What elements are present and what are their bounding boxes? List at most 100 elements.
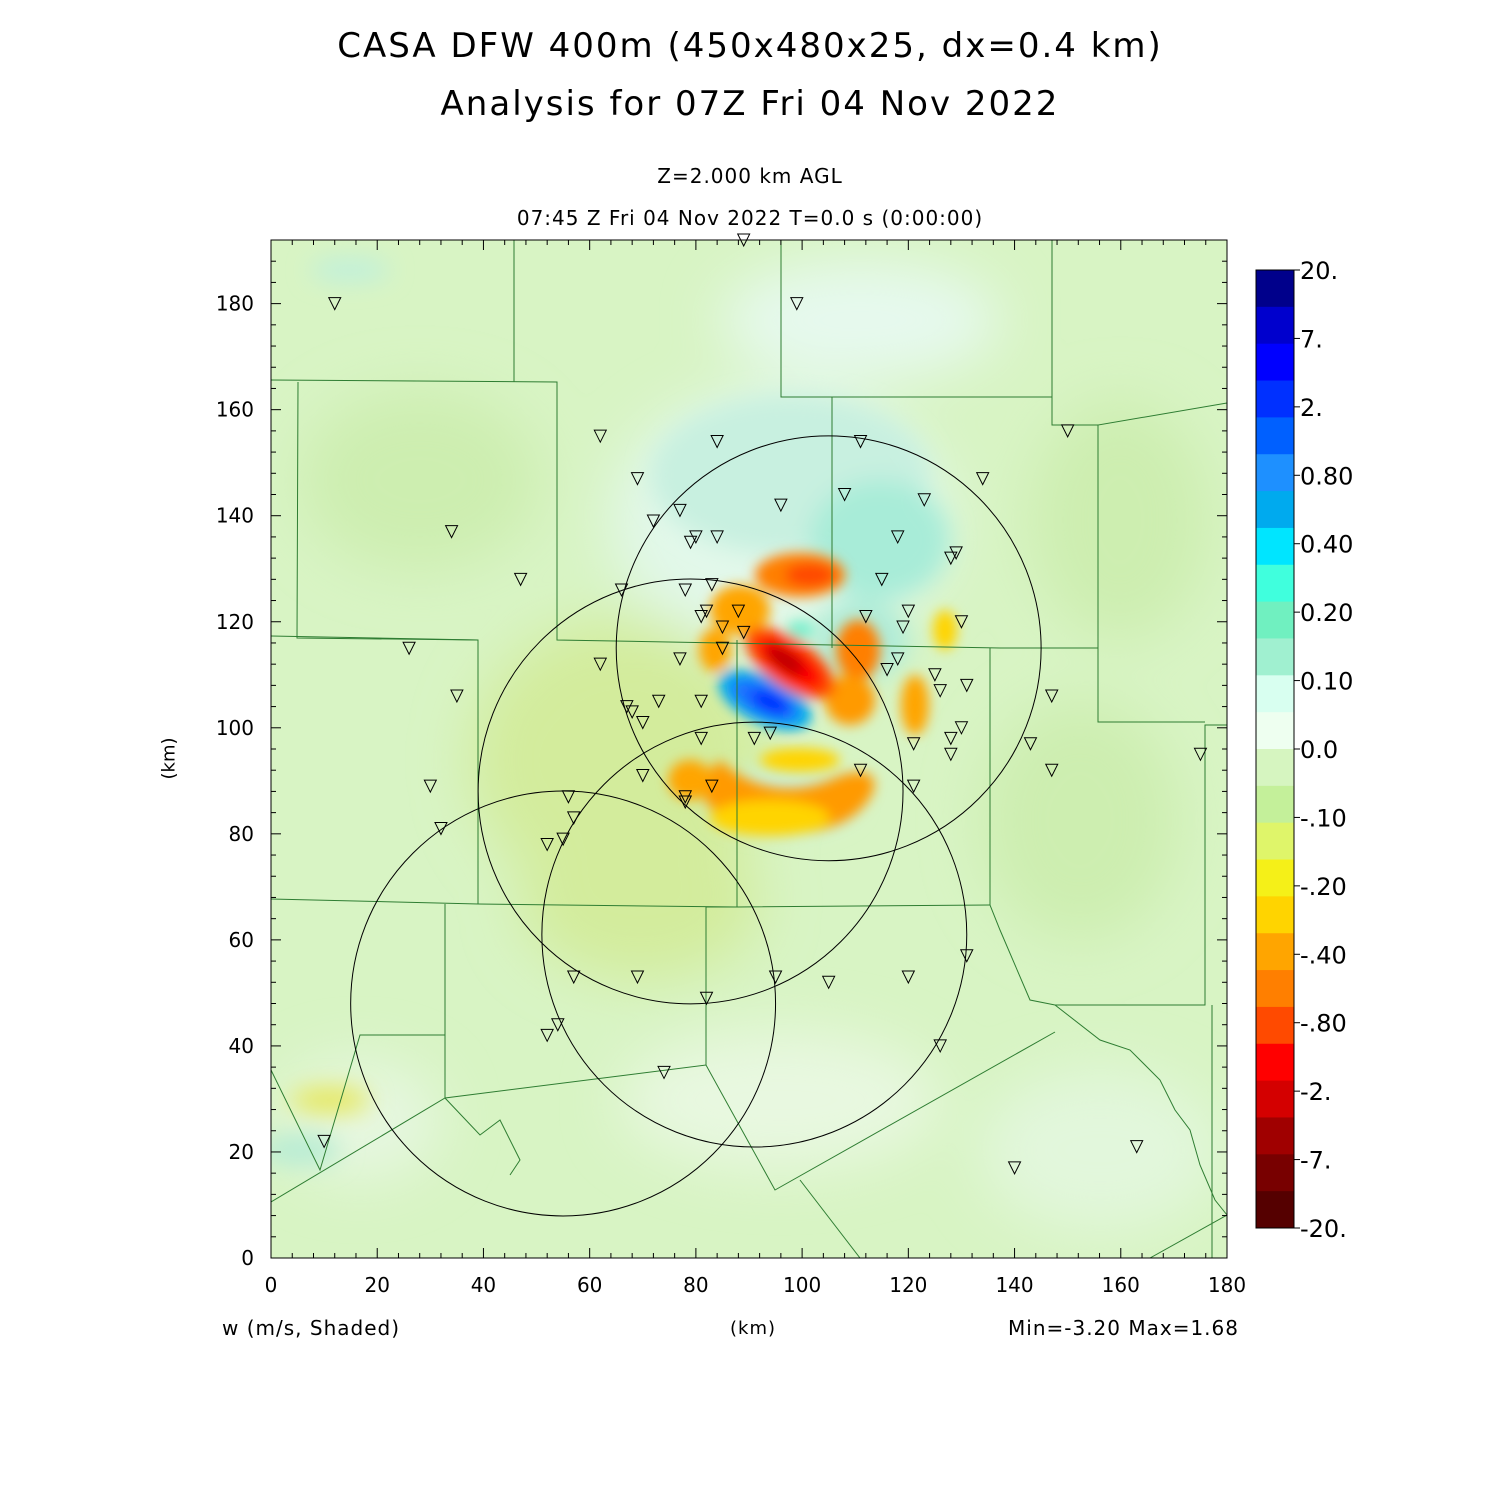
station-marker — [917, 493, 932, 507]
station-marker — [1044, 763, 1059, 778]
station-marker — [710, 434, 724, 449]
station-marker — [1007, 1161, 1022, 1175]
station-marker — [933, 1039, 948, 1054]
station-marker — [450, 689, 464, 704]
station-marker — [774, 498, 788, 513]
x-tick-label: 0 — [265, 1273, 278, 1297]
colorbar-swatch — [1256, 491, 1294, 529]
station-marker — [689, 530, 703, 545]
colorbar-swatch — [1256, 1191, 1294, 1229]
valid-time-label: 07:45 Z Fri 04 Nov 2022 T=0.0 s (0:00:00… — [516, 206, 984, 230]
colorbar-swatch — [1256, 1117, 1294, 1155]
station-marker — [635, 715, 650, 730]
colorbar-swatch — [1256, 380, 1294, 418]
colorbar-swatch — [1256, 343, 1294, 382]
station-marker — [556, 832, 570, 847]
colorbar-swatch — [1256, 712, 1294, 750]
colorbar-swatch — [1256, 1006, 1294, 1045]
station-marker — [614, 583, 629, 598]
station-marker — [768, 970, 783, 985]
variable-label: w (m/s, Shaded) — [222, 1316, 400, 1340]
station-marker — [710, 530, 724, 545]
colorbar-label: -.40 — [1300, 941, 1347, 969]
station-marker — [944, 551, 958, 566]
colorbar-swatch — [1256, 270, 1294, 308]
colorbar-swatch — [1256, 1080, 1294, 1118]
station-marker — [853, 434, 868, 449]
y-tick-label: 60 — [229, 928, 254, 952]
colorbar-label: -.10 — [1300, 804, 1347, 832]
station-marker — [630, 970, 645, 985]
station-marker — [975, 472, 990, 486]
station-markers — [317, 233, 1208, 1175]
station-marker — [896, 620, 910, 635]
station-marker — [715, 620, 730, 635]
colorbar-label: -7. — [1300, 1147, 1332, 1175]
radar-range-ring — [541, 721, 968, 1148]
colorbar-label: 0.0 — [1300, 736, 1338, 764]
station-marker — [1044, 689, 1059, 704]
x-tick-label: 40 — [471, 1273, 496, 1297]
station-marker — [694, 694, 709, 709]
colorbar-swatch — [1256, 638, 1294, 676]
colorbar-swatch — [1256, 454, 1294, 492]
colorbar-swatch — [1256, 417, 1294, 455]
station-marker — [678, 790, 693, 804]
station-marker — [699, 604, 714, 619]
colorbar-label: 0.10 — [1300, 668, 1353, 696]
colorbar-swatch — [1256, 896, 1294, 934]
level-label: Z=2.000 km AGL — [657, 164, 843, 188]
station-marker — [901, 604, 916, 619]
colorbar-label: 7. — [1300, 325, 1323, 353]
colorbar-swatch — [1256, 749, 1294, 787]
x-tick-label: 140 — [995, 1273, 1033, 1297]
station-marker — [705, 578, 719, 592]
colorbar-swatch — [1256, 527, 1294, 566]
station-marker — [959, 678, 974, 693]
colorbar-label: 20. — [1300, 257, 1338, 285]
colorbar-swatch — [1256, 822, 1294, 861]
y-tick-label: 0 — [241, 1246, 254, 1270]
station-marker — [646, 514, 661, 529]
station-marker — [513, 572, 528, 587]
x-axis-label: (km) — [730, 1318, 777, 1339]
station-marker — [1023, 737, 1038, 751]
colorbar-label: -20. — [1300, 1215, 1347, 1243]
station-marker — [540, 837, 554, 852]
colorbar-swatch — [1256, 675, 1294, 713]
station-marker — [821, 975, 836, 990]
colorbar-swatch — [1256, 859, 1294, 897]
station-marker — [906, 779, 921, 794]
station-marker — [715, 641, 730, 656]
station-marker — [444, 525, 459, 539]
station-marker — [651, 694, 666, 709]
axis-ticks: 0 20 40 60 80 100 120 140 160 180 0 20 40 60 80 100 120 1… — [216, 239, 1246, 1297]
station-marker — [731, 604, 746, 619]
station-marker — [853, 763, 868, 778]
station-marker — [561, 790, 576, 804]
chart-title: CASA DFW 400m (450x480x25, dx=0.4 km) — [337, 26, 1163, 66]
colorbar-label: -.80 — [1300, 1010, 1347, 1038]
colorbar-label: 0.80 — [1300, 462, 1353, 490]
x-tick-label: 100 — [783, 1273, 821, 1297]
station-marker — [949, 546, 963, 560]
station-marker — [890, 530, 905, 545]
station-marker — [959, 949, 974, 963]
station-marker — [317, 1134, 331, 1149]
station-marker — [657, 1065, 671, 1080]
colorbar-label: -.20 — [1300, 873, 1347, 901]
colorbar-swatch — [1256, 1043, 1294, 1082]
colorbar: 20. 7. 2. 0.80 0.40 0.20 0.10 0.0 -.10 -.20 -.40 -.… — [1255, 257, 1353, 1243]
station-marker — [954, 721, 969, 735]
station-marker — [593, 657, 608, 672]
station-marker — [874, 572, 889, 587]
y-tick-label: 140 — [216, 504, 254, 528]
station-marker — [933, 684, 948, 698]
station-marker — [694, 609, 709, 624]
colorbar-label: 0.20 — [1300, 599, 1353, 627]
radar-range-rings — [350, 435, 1042, 1217]
colorbar-swatch — [1256, 601, 1294, 639]
station-marker — [678, 795, 693, 810]
station-marker — [673, 503, 687, 518]
